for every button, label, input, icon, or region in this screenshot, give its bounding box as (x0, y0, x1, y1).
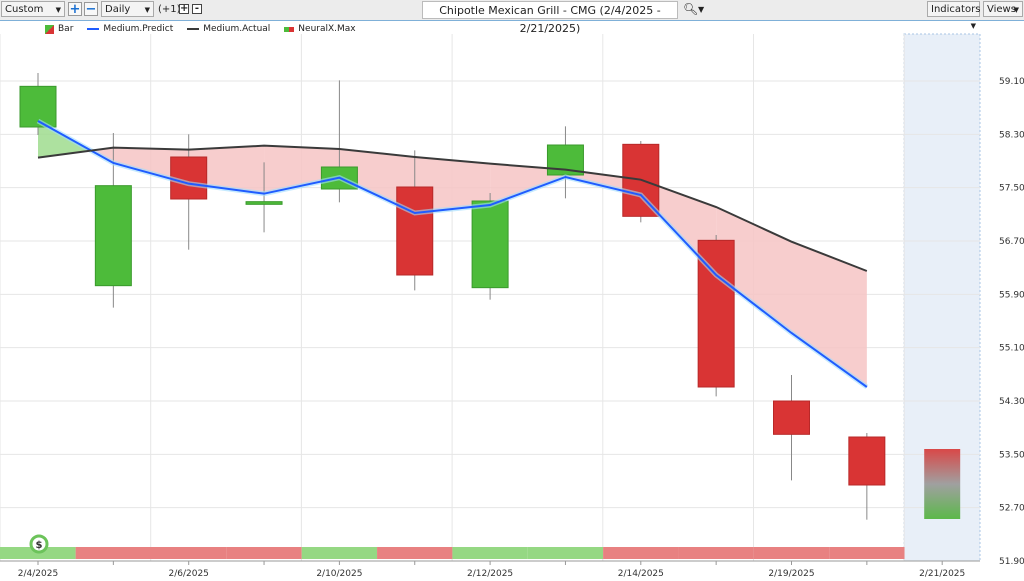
y-tick-label: 52.70 (999, 504, 1024, 514)
y-tick-label: 58.30 (999, 130, 1024, 140)
y-tick-label: 55.10 (999, 344, 1024, 354)
y-tick-label: 53.50 (999, 450, 1024, 460)
offset-plus-button[interactable]: + (179, 3, 189, 14)
search-dropdown-icon[interactable]: ▼ (698, 5, 705, 14)
fill-below (188, 145, 265, 194)
fill-below (490, 163, 566, 205)
offset-minus-button[interactable]: - (192, 4, 202, 14)
fill-below (716, 207, 792, 333)
forecast-range-bar (924, 449, 961, 519)
candle-body (19, 85, 57, 128)
views-button[interactable]: Views (983, 1, 1023, 18)
line-swatch-icon (187, 28, 200, 30)
neuralx-strip-segment (377, 547, 453, 559)
x-tick-label: 2/4/2025 (18, 569, 58, 579)
step-swatch-icon (284, 26, 295, 32)
neuralx-strip-segment (829, 547, 905, 559)
fill-below (264, 145, 340, 194)
x-tick-label: 2/6/2025 (168, 569, 208, 579)
fill-below (414, 157, 491, 213)
actual-line (37, 144, 868, 272)
interval-select[interactable]: Daily (101, 1, 154, 18)
candle-body (245, 201, 283, 205)
x-tick-label: 2/14/2025 (618, 569, 664, 579)
x-tick-label: 2/12/2025 (467, 569, 513, 579)
zoom-out-button[interactable]: − (84, 2, 98, 17)
neuralx-strip-segment (452, 547, 528, 559)
chart-title[interactable]: Chipotle Mexican Grill - CMG (2/4/2025 -… (422, 1, 678, 35)
zoom-in-button[interactable]: + (68, 2, 82, 17)
offset-label: (+1) (158, 4, 181, 15)
x-tick-label: 2/10/2025 (316, 569, 362, 579)
neuralx-strip-segment (603, 547, 679, 559)
legend-neuralx[interactable]: NeuralX.Max (284, 24, 356, 34)
candle-body (94, 185, 132, 287)
line-swatch-icon (87, 28, 100, 30)
predict-line (37, 120, 868, 388)
legend-label: Medium.Predict (103, 24, 174, 34)
neuralx-strip-segment (75, 547, 151, 559)
legend-label: NeuralX.Max (298, 24, 356, 34)
neuralx-strip-segment (753, 547, 830, 559)
dividend-icon (29, 534, 49, 554)
period-select[interactable]: Custom (1, 1, 65, 18)
neuralx-strip-segment (678, 547, 754, 559)
y-tick-label: 55.90 (999, 290, 1024, 300)
fill-below (791, 241, 867, 387)
legend-actual[interactable]: Medium.Actual (187, 24, 270, 34)
neuralx-strip-segment (151, 547, 227, 559)
neuralx-strip-segment (301, 547, 378, 559)
legend: Bar Medium.Predict Medium.Actual NeuralX… (45, 24, 356, 34)
fill-below (339, 149, 415, 213)
y-tick-label: 56.70 (999, 237, 1024, 247)
candle-body (773, 400, 810, 435)
y-tick-label: 51.90 (999, 557, 1024, 567)
candle-body (471, 200, 509, 289)
search-icon[interactable]: 🔍︎ (683, 2, 699, 16)
toolbar: Custom + − Daily (+1) + - Chipotle Mexic… (0, 0, 1024, 35)
legend-label: Bar (58, 24, 74, 34)
neuralx-strip-segment (226, 547, 302, 559)
legend-bar[interactable]: Bar (45, 24, 73, 34)
neuralx-strip-segment (527, 547, 604, 559)
legend-predict[interactable]: Medium.Predict (87, 24, 173, 34)
y-tick-label: 57.50 (999, 184, 1024, 194)
x-tick-label: 2/21/2025 (919, 569, 965, 579)
indicators-button[interactable]: Indicators (927, 1, 980, 34)
dividend-icon-glyph: $ (36, 540, 43, 551)
x-tick-label: 2/19/2025 (768, 569, 814, 579)
bar-swatch-icon (45, 24, 54, 34)
legend-label: Medium.Actual (203, 24, 271, 34)
y-tick-label: 59.10 (999, 77, 1024, 87)
fill-below (640, 179, 717, 275)
fill-below (113, 147, 189, 184)
candle-body (848, 436, 886, 486)
y-tick-label: 54.30 (999, 397, 1024, 407)
candle-body (546, 144, 584, 176)
candle-body (396, 186, 434, 276)
